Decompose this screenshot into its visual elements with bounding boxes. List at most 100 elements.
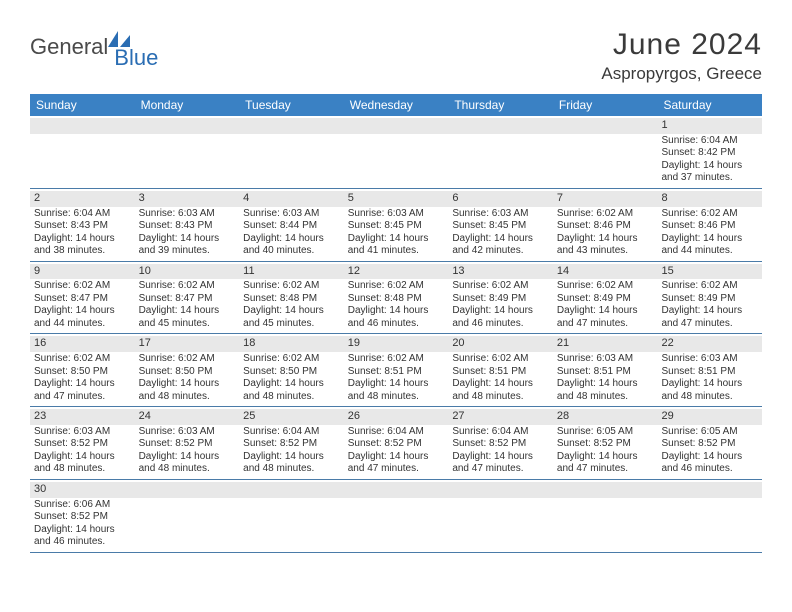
sunset-line: Sunset: 8:52 PM (34, 438, 131, 451)
day-empty (657, 480, 762, 552)
daylight-line-1: Daylight: 14 hours (452, 233, 549, 246)
day-number: 27 (448, 409, 553, 425)
daylight-line-1: Daylight: 14 hours (243, 451, 340, 464)
sunset-line: Sunset: 8:48 PM (243, 293, 340, 306)
daylight-line-1: Daylight: 14 hours (139, 451, 236, 464)
sunrise-line: Sunrise: 6:02 AM (452, 280, 549, 293)
daylight-line-1: Daylight: 14 hours (661, 233, 758, 246)
weekday-fri: Friday (553, 94, 658, 116)
week-row: 30Sunrise: 6:06 AMSunset: 8:52 PMDayligh… (30, 480, 762, 553)
day-number: 16 (30, 336, 135, 352)
day-number: 11 (239, 264, 344, 280)
day-number: 3 (135, 191, 240, 207)
logo: General Blue (30, 28, 158, 60)
sunrise-line: Sunrise: 6:05 AM (557, 426, 654, 439)
sunset-line: Sunset: 8:49 PM (452, 293, 549, 306)
weekday-thu: Thursday (448, 94, 553, 116)
sunset-line: Sunset: 8:48 PM (348, 293, 445, 306)
weekday-header-row: Sunday Monday Tuesday Wednesday Thursday… (30, 94, 762, 116)
sunset-line: Sunset: 8:45 PM (348, 220, 445, 233)
weekday-sat: Saturday (657, 94, 762, 116)
day-number: 19 (344, 336, 449, 352)
sunrise-line: Sunrise: 6:05 AM (661, 426, 758, 439)
day-number: 23 (30, 409, 135, 425)
daylight-line-1: Daylight: 14 hours (661, 378, 758, 391)
sunset-line: Sunset: 8:50 PM (34, 366, 131, 379)
week-row: 23Sunrise: 6:03 AMSunset: 8:52 PMDayligh… (30, 407, 762, 480)
day-empty (135, 116, 240, 188)
sunrise-line: Sunrise: 6:02 AM (243, 353, 340, 366)
day-number: 5 (344, 191, 449, 207)
daylight-line-1: Daylight: 14 hours (557, 233, 654, 246)
day-number: 4 (239, 191, 344, 207)
daylight-line-1: Daylight: 14 hours (452, 451, 549, 464)
weekday-sun: Sunday (30, 94, 135, 116)
sunrise-line: Sunrise: 6:03 AM (139, 426, 236, 439)
weekday-mon: Monday (135, 94, 240, 116)
calendar: Sunday Monday Tuesday Wednesday Thursday… (30, 94, 762, 553)
daylight-line-2: and 48 minutes. (452, 391, 549, 404)
day-number: 9 (30, 264, 135, 280)
sunrise-line: Sunrise: 6:06 AM (34, 499, 131, 512)
daylight-line-1: Daylight: 14 hours (243, 305, 340, 318)
daylight-line-2: and 46 minutes. (661, 463, 758, 476)
day-cell: 30Sunrise: 6:06 AMSunset: 8:52 PMDayligh… (30, 480, 135, 552)
day-cell: 12Sunrise: 6:02 AMSunset: 8:48 PMDayligh… (344, 262, 449, 334)
day-empty (553, 116, 658, 188)
day-number: 17 (135, 336, 240, 352)
daylight-line-2: and 48 minutes. (34, 463, 131, 476)
daylight-line-1: Daylight: 14 hours (452, 305, 549, 318)
sunset-line: Sunset: 8:46 PM (557, 220, 654, 233)
day-cell: 19Sunrise: 6:02 AMSunset: 8:51 PMDayligh… (344, 334, 449, 406)
day-number: 7 (553, 191, 658, 207)
daylight-line-1: Daylight: 14 hours (34, 233, 131, 246)
day-empty (553, 480, 658, 552)
day-cell: 10Sunrise: 6:02 AMSunset: 8:47 PMDayligh… (135, 262, 240, 334)
sunset-line: Sunset: 8:51 PM (557, 366, 654, 379)
sunset-line: Sunset: 8:43 PM (139, 220, 236, 233)
logo-text-general: General (30, 34, 108, 60)
daylight-line-2: and 43 minutes. (557, 245, 654, 258)
daylight-line-1: Daylight: 14 hours (661, 451, 758, 464)
day-cell: 17Sunrise: 6:02 AMSunset: 8:50 PMDayligh… (135, 334, 240, 406)
week-row: 1Sunrise: 6:04 AMSunset: 8:42 PMDaylight… (30, 116, 762, 189)
sunrise-line: Sunrise: 6:04 AM (452, 426, 549, 439)
day-cell: 11Sunrise: 6:02 AMSunset: 8:48 PMDayligh… (239, 262, 344, 334)
day-cell: 4Sunrise: 6:03 AMSunset: 8:44 PMDaylight… (239, 189, 344, 261)
day-cell: 3Sunrise: 6:03 AMSunset: 8:43 PMDaylight… (135, 189, 240, 261)
sunset-line: Sunset: 8:45 PM (452, 220, 549, 233)
day-cell: 25Sunrise: 6:04 AMSunset: 8:52 PMDayligh… (239, 407, 344, 479)
day-number: 13 (448, 264, 553, 280)
daylight-line-2: and 48 minutes. (139, 463, 236, 476)
day-number: 20 (448, 336, 553, 352)
day-empty (30, 116, 135, 188)
sunset-line: Sunset: 8:52 PM (557, 438, 654, 451)
sunrise-line: Sunrise: 6:03 AM (34, 426, 131, 439)
daylight-line-2: and 46 minutes. (452, 318, 549, 331)
daylight-line-2: and 48 minutes. (243, 463, 340, 476)
day-number: 26 (344, 409, 449, 425)
sunrise-line: Sunrise: 6:02 AM (557, 280, 654, 293)
sunset-line: Sunset: 8:43 PM (34, 220, 131, 233)
day-number: 25 (239, 409, 344, 425)
location: Aspropyrgos, Greece (601, 64, 762, 84)
sunrise-line: Sunrise: 6:02 AM (348, 280, 445, 293)
daylight-line-2: and 47 minutes. (557, 463, 654, 476)
sunset-line: Sunset: 8:52 PM (348, 438, 445, 451)
logo-text-blue: Blue (114, 45, 158, 71)
sunset-line: Sunset: 8:50 PM (139, 366, 236, 379)
day-cell: 24Sunrise: 6:03 AMSunset: 8:52 PMDayligh… (135, 407, 240, 479)
sunrise-line: Sunrise: 6:02 AM (661, 280, 758, 293)
sunrise-line: Sunrise: 6:02 AM (139, 353, 236, 366)
daylight-line-1: Daylight: 14 hours (34, 305, 131, 318)
day-empty (448, 480, 553, 552)
daylight-line-2: and 47 minutes. (661, 318, 758, 331)
daylight-line-2: and 44 minutes. (661, 245, 758, 258)
sunset-line: Sunset: 8:42 PM (661, 147, 758, 160)
sunrise-line: Sunrise: 6:03 AM (452, 208, 549, 221)
day-empty (135, 480, 240, 552)
sunrise-line: Sunrise: 6:04 AM (661, 135, 758, 148)
daylight-line-2: and 48 minutes. (557, 391, 654, 404)
day-empty (448, 116, 553, 188)
sunset-line: Sunset: 8:52 PM (452, 438, 549, 451)
